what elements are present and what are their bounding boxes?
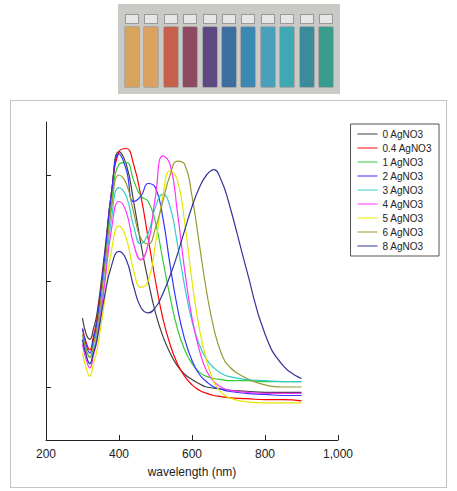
svg-text:1 AgNO3: 1 AgNO3 bbox=[383, 157, 424, 168]
svg-text:8 AgNO3: 8 AgNO3 bbox=[383, 241, 424, 252]
svg-text:wavelength (nm): wavelength (nm) bbox=[147, 465, 237, 479]
svg-text:5 AgNO3: 5 AgNO3 bbox=[383, 213, 424, 224]
svg-text:3 AgNO3: 3 AgNO3 bbox=[383, 185, 424, 196]
svg-text:200: 200 bbox=[36, 447, 56, 461]
svg-text:6 AgNO3: 6 AgNO3 bbox=[383, 227, 424, 238]
svg-text:0.4 AgNO3: 0.4 AgNO3 bbox=[383, 143, 432, 154]
svg-text:2 AgNO3: 2 AgNO3 bbox=[383, 171, 424, 182]
svg-text:0 AgNO3: 0 AgNO3 bbox=[383, 129, 424, 140]
svg-text:400: 400 bbox=[109, 447, 129, 461]
svg-text:800: 800 bbox=[255, 447, 275, 461]
svg-text:1,000: 1,000 bbox=[323, 447, 353, 461]
svg-text:600: 600 bbox=[182, 447, 202, 461]
svg-text:4 AgNO3: 4 AgNO3 bbox=[383, 199, 424, 210]
